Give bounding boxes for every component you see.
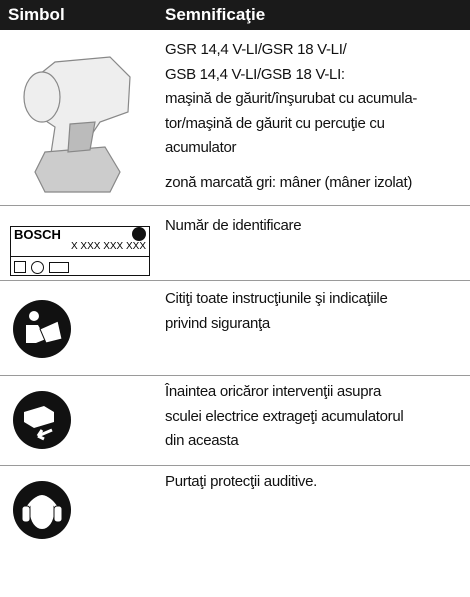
text-line: tor/maşină de găurit cu percuţie cu <box>165 114 385 132</box>
meaning-text: Număr de identificare <box>165 214 302 239</box>
text-line: zonă marcată gri: mâner (mâner izolat) <box>165 173 413 191</box>
text-line: Număr de identificare <box>165 217 302 234</box>
text-line: maşină de găurit/înşurubat cu acumula- <box>165 90 418 107</box>
table-header: Simbol Semnificaţie <box>0 0 470 30</box>
row: GSR 14,4 V-LI/GSR 18 V-LI/ GSB 14,4 V-LI… <box>0 30 470 206</box>
text-line: sculei electrice extrageţi acumulatorul <box>165 407 404 425</box>
brand: BOSCH <box>14 227 61 242</box>
meaning-text: GSR 14,4 V-LI/GSR 18 V-LI/ GSB 14,4 V-LI… <box>165 38 417 195</box>
id-number: X XXX XXX XXX <box>70 241 146 252</box>
row: Citiţi toate instrucţiunile şi indicaţii… <box>0 281 470 376</box>
text-line: Purtaţi protecţii auditive. <box>165 473 317 490</box>
text-line: Citiţi toate instrucţiunile şi indicaţii… <box>165 290 388 307</box>
text-line: Înaintea oricăror intervenţii asupra <box>165 383 381 400</box>
nameplate: BOSCH X XXX XXX XXX <box>10 226 150 276</box>
logo <box>132 227 146 241</box>
read-manual-icon <box>13 300 71 358</box>
text-line: acumulator <box>165 139 237 156</box>
meaning-text: Înaintea oricăror intervenţii asupra scu… <box>165 380 404 454</box>
text-line: privind siguranţa <box>165 314 270 332</box>
row: Purtaţi protecţii auditive. <box>0 466 470 597</box>
remove-battery-icon <box>13 391 71 449</box>
text-line: GSR 14,4 V-LI/GSR 18 V-LI/ <box>165 41 347 58</box>
header-symbol: Simbol <box>8 5 65 24</box>
row: Înaintea oricăror intervenţii asupra scu… <box>0 376 470 466</box>
ear-protection-icon <box>13 481 71 539</box>
meaning-text: Purtaţi protecţii auditive. <box>165 470 317 495</box>
text-line: din aceasta <box>165 432 239 449</box>
text-line: GSB 14,4 V-LI/GSB 18 V-LI: <box>165 65 345 83</box>
header-meaning: Semnificaţie <box>165 5 266 24</box>
meaning-text: Citiţi toate instrucţiunile şi indicaţii… <box>165 287 388 336</box>
row: BOSCH X XXX XXX XXX Număr de identificar… <box>0 206 470 281</box>
drill-icon <box>23 56 131 193</box>
